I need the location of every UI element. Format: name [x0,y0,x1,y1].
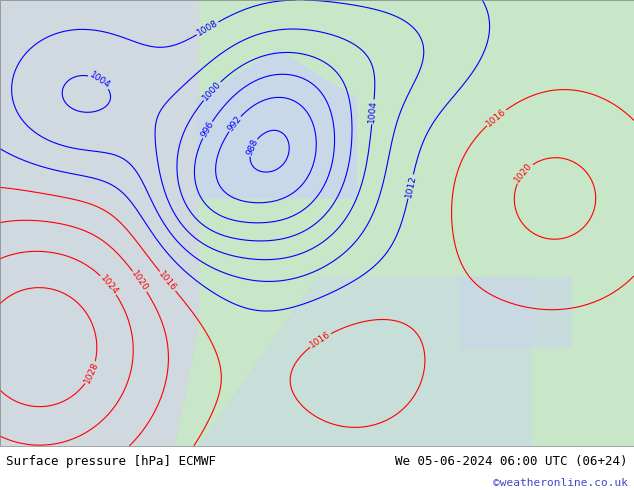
Polygon shape [460,277,571,347]
Text: 1016: 1016 [308,330,332,350]
Text: 1020: 1020 [513,161,534,185]
Text: Surface pressure [hPa] ECMWF: Surface pressure [hPa] ECMWF [6,455,216,468]
Text: 996: 996 [199,120,216,140]
Text: 1016: 1016 [484,107,508,128]
Text: 988: 988 [245,138,260,157]
Text: 1004: 1004 [87,71,112,91]
Polygon shape [198,49,356,198]
Polygon shape [0,0,634,446]
Text: ©weatheronline.co.uk: ©weatheronline.co.uk [493,478,628,489]
Polygon shape [0,0,198,446]
Text: 1000: 1000 [201,79,223,102]
Text: 1028: 1028 [82,361,100,385]
Text: 1020: 1020 [130,270,150,294]
Text: 1016: 1016 [157,270,178,293]
Text: 1012: 1012 [404,174,418,198]
Text: 992: 992 [226,114,243,133]
Polygon shape [198,277,531,446]
Text: 1004: 1004 [368,100,378,123]
Text: 1024: 1024 [98,273,119,296]
Text: 1008: 1008 [195,19,220,38]
Text: We 05-06-2024 06:00 UTC (06+24): We 05-06-2024 06:00 UTC (06+24) [395,455,628,468]
